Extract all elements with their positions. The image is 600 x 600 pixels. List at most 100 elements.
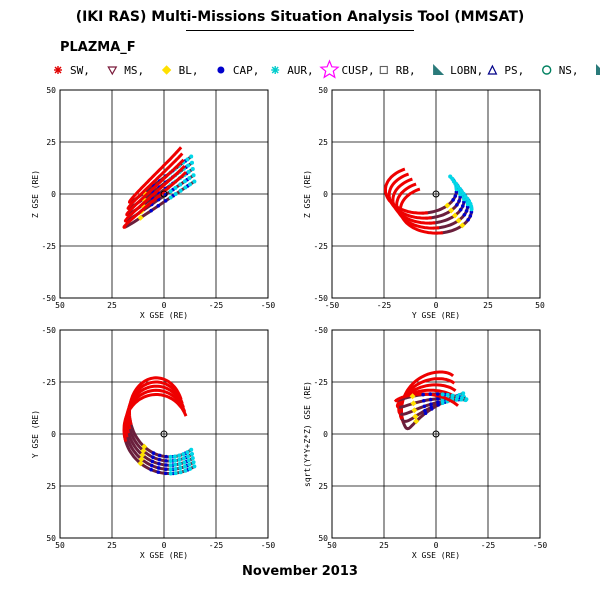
x-tick-label: 50 [55,541,65,550]
aur-marker [188,182,193,187]
bl-marker [139,451,146,458]
date-label: November 2013 [242,564,358,579]
cap-marker [423,408,427,413]
cap-marker [156,466,161,470]
x-tick-label: -25 [209,541,224,550]
square-icon [379,65,388,75]
cap-marker [149,463,154,468]
sw-series [384,167,428,215]
sw-series [126,152,184,211]
plots-area: 50 25 0 -25 -50 50 25 0 -25 -50 X GSE (RE) Z GSE (R… [31,86,547,560]
triangle-down-icon [107,66,118,76]
cap-marker [156,204,161,208]
sw-series [123,165,186,223]
y-tick-label: -25 [314,378,329,387]
bl-marker [411,407,418,414]
cap-marker [457,199,461,203]
aur-marker [177,457,182,462]
cap-marker [429,402,433,407]
trajectories [122,146,197,229]
x-tick-label: -25 [481,541,496,550]
trajectories [393,370,469,431]
bl-marker [448,207,455,214]
sw-series [393,392,459,407]
aur-marker [461,391,466,396]
aur-marker [182,460,187,465]
bl-marker [137,214,144,221]
cap-marker [163,471,168,476]
legend-item [596,64,600,75]
x-axis-label: Y GSE (RE) [412,311,460,320]
aur-marker [451,179,456,184]
cap-marker [164,467,168,471]
cap-marker [466,217,470,222]
chart-panel: 50 25 0 -25 -50 -50 -25 0 25 50 X GSE (RE) sqrt(Y*Y… [303,326,547,560]
y-tick-label: -50 [42,326,57,335]
cap-marker [462,213,467,217]
y-tick-label: 50 [46,86,56,95]
aur-marker [186,458,191,463]
legend: SW, MS, BL, CAP, AUR, CUSP, RB, LOBN, PS, NS, [54,59,600,79]
bl-marker [455,217,462,224]
cap-marker [455,203,459,207]
legend-label: CAP, [233,64,260,77]
bl-marker [138,456,145,463]
x-tick-label: 50 [327,541,337,550]
x-axis-label: X GSE (RE) [412,551,460,560]
legend-item: PS, [487,64,524,77]
aur-marker [173,471,178,476]
x-tick-label: -50 [533,541,548,550]
wedge-icon [596,64,600,75]
aur-marker [186,163,191,168]
aur-marker [190,167,195,172]
star-icon [319,59,340,79]
cap-marker [149,208,153,213]
aur-marker [183,468,188,473]
x-tick-label: -25 [209,301,224,310]
cap-marker [468,214,473,218]
x-tick-label: 0 [434,541,439,550]
aur-marker [181,452,186,457]
y-axis-label: Y GSE (RE) [31,410,40,458]
cap-marker [164,463,168,467]
aur-marker [173,458,178,463]
asterisk-icon [54,66,62,74]
x-tick-label: 25 [379,541,389,550]
aur-marker [182,464,187,469]
trajectories [122,376,197,476]
aur-marker [178,466,183,471]
cap-marker [436,397,440,401]
aur-marker [173,466,178,471]
aur-marker [182,179,187,184]
earth-marker [432,190,440,198]
aur-marker [185,450,190,455]
cap-marker [156,470,161,474]
x-tick-label: 0 [162,541,167,550]
cap-marker [461,204,465,208]
circle-open-icon [542,65,552,75]
legend-label: RB, [396,64,416,77]
cap-marker [157,457,162,462]
cap-marker [164,454,168,459]
y-axis-label: Z GSE (RE) [303,170,312,218]
aur-marker [460,395,465,400]
bl-marker [141,443,148,450]
cap-marker [151,455,155,460]
trajectories [384,167,474,235]
cap-marker [436,400,440,405]
aur-marker [191,173,196,178]
x-axis-label: X GSE (RE) [140,311,188,320]
y-axis-label: Z GSE (RE) [31,170,40,218]
aur-marker [168,463,173,468]
cap-marker [150,459,155,464]
aur-marker [178,470,183,475]
earth-marker [160,430,168,438]
sw-series [395,182,440,230]
y-tick-label: 25 [318,138,328,147]
y-tick-label: 25 [46,138,56,147]
circle-filled-icon [217,66,225,74]
aur-marker [168,471,173,476]
x-tick-label: -25 [377,301,392,310]
aur-marker [445,392,450,397]
cap-marker [453,194,458,198]
